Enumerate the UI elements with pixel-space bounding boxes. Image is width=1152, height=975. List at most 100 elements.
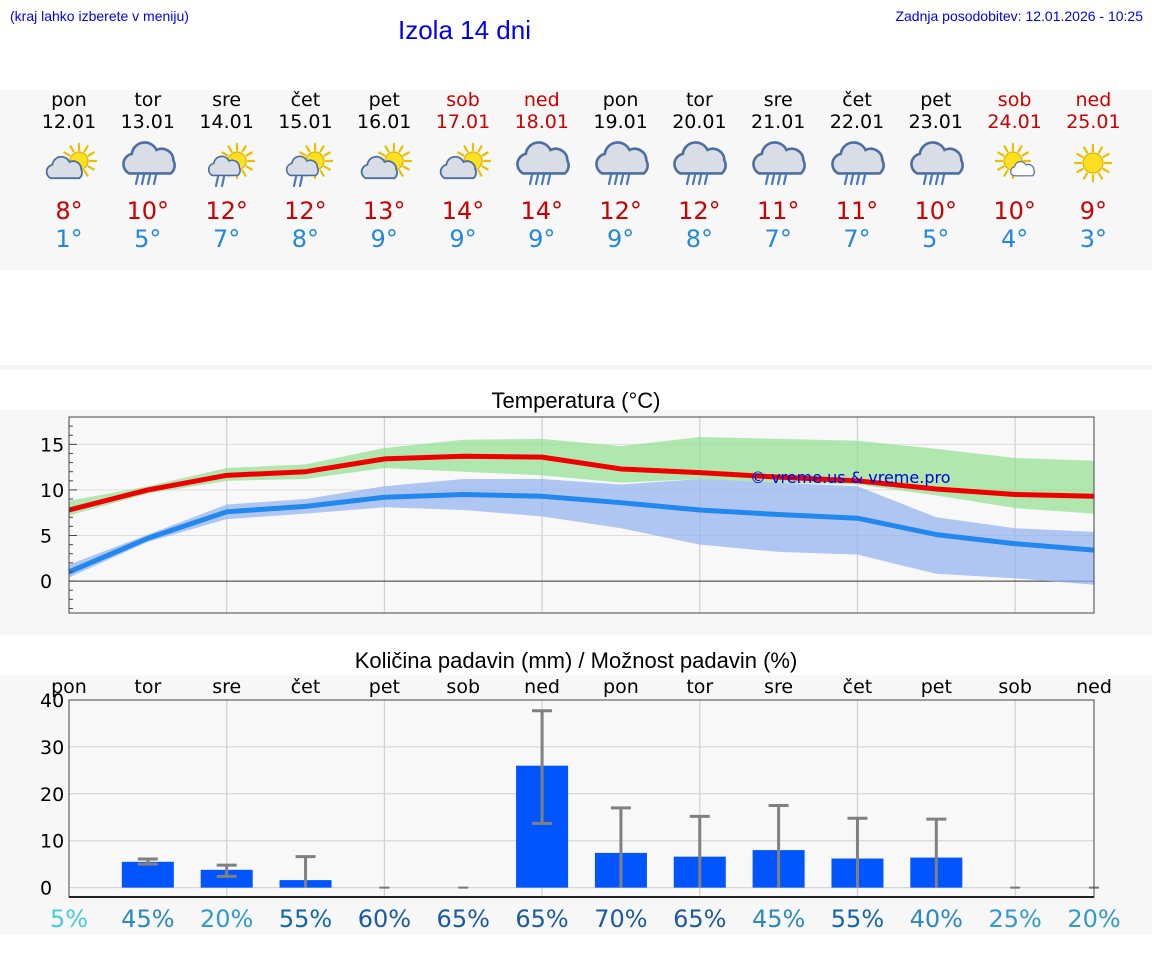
day-name: tor (685, 89, 713, 111)
min-temperature: 9° (449, 225, 477, 253)
icon-art (360, 142, 413, 180)
icon-art (752, 141, 807, 186)
rain-drop (293, 175, 298, 188)
day-name: sre (763, 89, 793, 111)
icon-art (286, 142, 334, 188)
rain-drop (299, 175, 304, 188)
rain-drop (928, 173, 933, 186)
cloud-shape (831, 141, 885, 175)
precipitation-probability: 65% (673, 905, 726, 933)
section-divider (0, 365, 1152, 370)
sun-disc (1082, 152, 1104, 174)
y-tick-label: 10 (40, 831, 64, 853)
day-label: čet (843, 676, 873, 698)
sun-ray (323, 151, 332, 157)
sun-ray (996, 165, 1005, 171)
day-name: sre (212, 89, 242, 111)
precipitation-probability: 45% (752, 905, 805, 933)
day-name: tor (134, 89, 162, 111)
max-temperature: 13° (362, 197, 406, 225)
cloud-rain-icon (673, 141, 728, 186)
sun-ray (1002, 169, 1009, 177)
cloud-shape (594, 141, 649, 175)
day-date: 18.01 (514, 111, 569, 133)
max-temperature: 8° (55, 197, 83, 225)
rain-drop (765, 173, 770, 186)
rain-drop (777, 173, 782, 186)
day-date: 20.01 (672, 111, 727, 133)
day-label: ned (524, 676, 560, 698)
precipitation-bar (200, 869, 253, 888)
precipitation-probability: 25% (988, 905, 1041, 933)
sun-ray (1083, 146, 1089, 154)
y-tick-label: 20 (40, 784, 64, 806)
day-name: pet (920, 89, 952, 111)
sun-ray (1002, 145, 1009, 153)
sun-small-cloud-icon (994, 142, 1035, 180)
page-title: Izola 14 dni (398, 15, 531, 45)
sun-cloud-icon (439, 142, 491, 180)
day-date: 22.01 (829, 111, 885, 133)
day-label: pet (369, 676, 400, 698)
day-name: ned (1075, 89, 1112, 111)
icon-art (122, 141, 176, 186)
rain-drop (940, 173, 945, 186)
day-date: 13.01 (120, 111, 175, 133)
min-temperature: 3° (1079, 225, 1108, 253)
day-label: sre (212, 676, 241, 698)
rain-drop (861, 173, 867, 186)
cloud-shape (752, 141, 807, 175)
max-temperature: 12° (205, 197, 248, 225)
plot-border (68, 416, 1095, 614)
precipitation-probability: 65% (515, 905, 568, 933)
day-label: sob (998, 676, 1032, 698)
max-temperature: 10° (126, 197, 170, 225)
max-temperature: 11° (756, 197, 800, 225)
day-label: pon (603, 676, 639, 698)
sun-ray (1083, 172, 1089, 180)
day-label: tor (134, 676, 161, 698)
cloud-rain-icon (594, 141, 649, 186)
precipitation-probability: 40% (910, 905, 963, 933)
icon-art (516, 141, 570, 186)
day-name: čet (290, 89, 321, 111)
cloud-outline (673, 141, 728, 175)
cloud-outline (360, 155, 399, 180)
sun-ray (299, 151, 307, 157)
min-temperature: 5° (134, 225, 162, 253)
icon-art (594, 141, 649, 186)
max-temperature: 12° (599, 197, 642, 225)
cloud-outline (45, 155, 83, 180)
min-temperature: 7° (764, 225, 792, 253)
min-temperature: 4° (1000, 225, 1029, 253)
day-name: sob (446, 89, 480, 111)
day-column: ned 18.01 14° 9° (502, 89, 582, 253)
sun-ray (1021, 151, 1029, 157)
y-tick-label: 5 (40, 526, 52, 548)
sun-ray (477, 145, 483, 153)
sun-ray (226, 145, 233, 153)
day-column: tor 13.01 10° 5° (108, 89, 188, 253)
min-temperature: 9° (528, 225, 556, 253)
cloud-shape (516, 141, 570, 175)
sun-ray (1098, 146, 1104, 154)
cloud-shape (286, 155, 320, 177)
cloud-outline (752, 141, 807, 175)
day-column: sob 24.01 10° 4° (975, 89, 1055, 253)
day-label: pon (51, 676, 87, 698)
precipitation-probability: 5% (50, 905, 88, 933)
cloud-outline (516, 141, 570, 175)
day-date: 15.01 (278, 111, 333, 133)
precipitation-probability: 20% (1067, 905, 1120, 933)
rain-drop (849, 173, 855, 186)
cloud-rain-icon (122, 141, 176, 186)
min-temperature-line (68, 491, 1095, 575)
sun-rays (1074, 143, 1113, 183)
sun-ray (384, 145, 390, 153)
rain-drop (140, 173, 145, 186)
max-temperature: 12° (678, 197, 721, 225)
day-date: 24.01 (987, 111, 1042, 133)
cloud-outline (910, 141, 964, 175)
cloud-outline (439, 155, 477, 180)
